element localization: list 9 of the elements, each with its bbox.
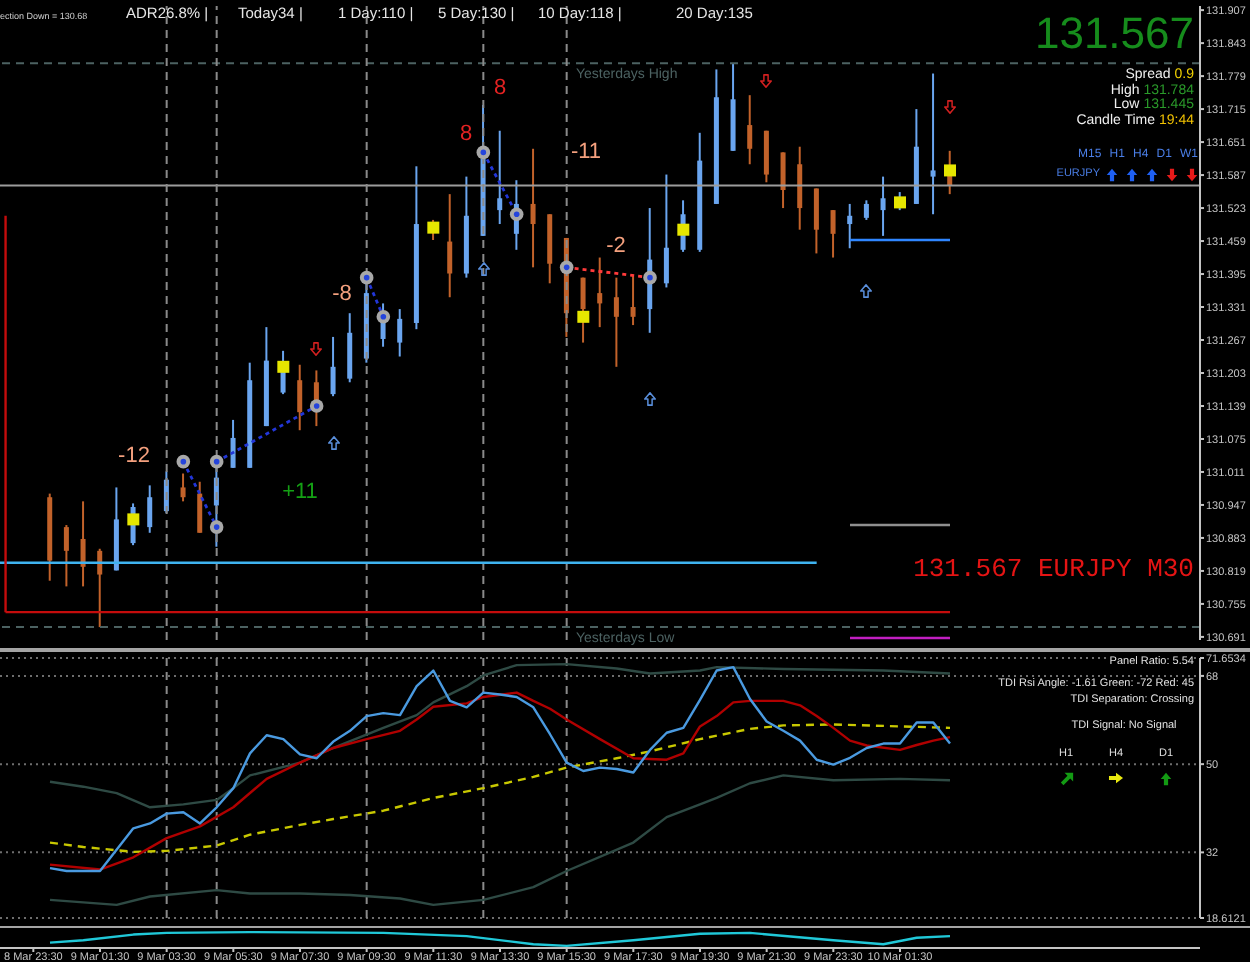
annotation: 8: [493, 75, 507, 101]
annotation: 131.567: [1034, 7, 1194, 59]
annotation: 131.567 EURJPY M30: [913, 553, 1194, 585]
annotation: 8: [459, 121, 473, 147]
annotation: -12: [118, 443, 150, 469]
annotation: -2: [606, 233, 626, 259]
annotation: +11: [282, 479, 318, 505]
annotation: -11: [570, 139, 602, 165]
annotation: -8: [332, 281, 352, 307]
